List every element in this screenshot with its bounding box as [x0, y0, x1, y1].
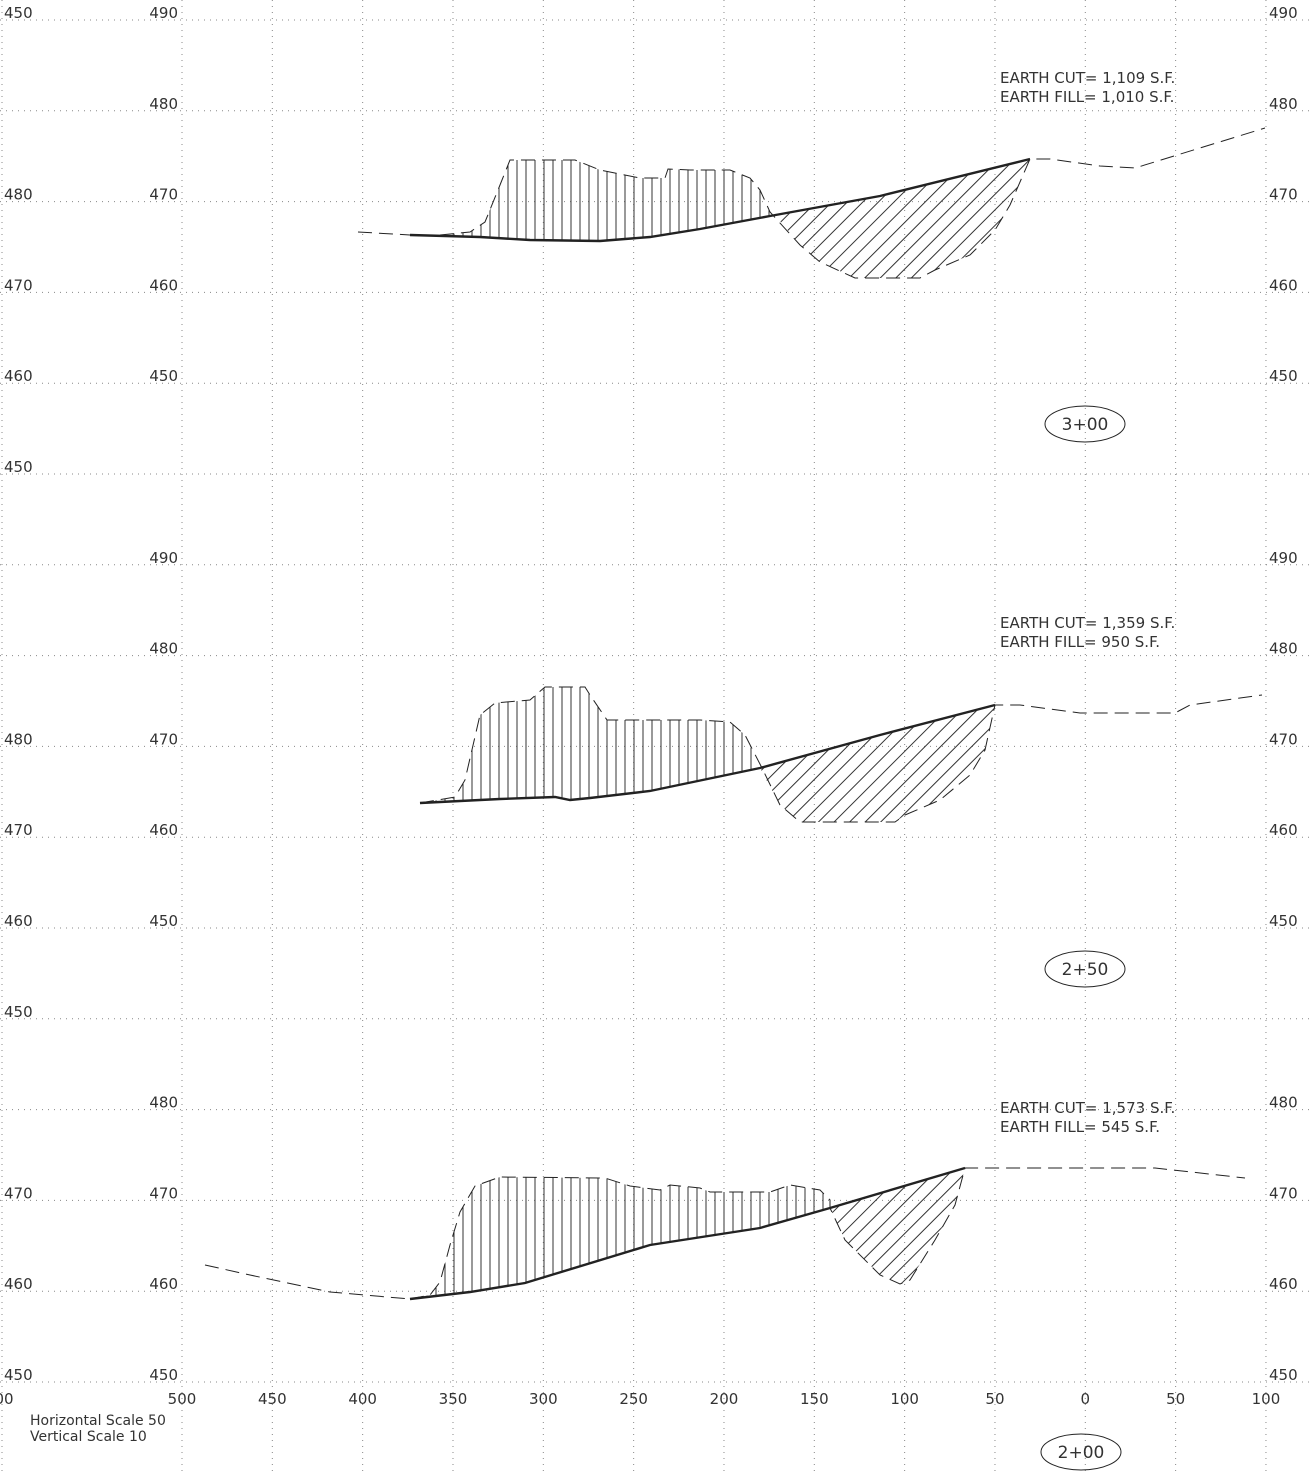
elevation-label: 460	[1269, 821, 1298, 839]
cut-note: EARTH CUT= 1,359 S.F.	[1000, 614, 1175, 632]
elevation-label: 480	[1269, 640, 1298, 658]
elevation-label: 490	[149, 549, 178, 567]
fill-note: EARTH FILL= 1,010 S.F.	[1000, 88, 1174, 106]
elevation-label: 470	[1269, 1184, 1298, 1202]
cut-note: EARTH CUT= 1,573 S.F.	[1000, 1099, 1175, 1117]
elevation-label: 470	[1269, 730, 1298, 748]
station-label: 2+50	[1062, 960, 1109, 980]
section-2-00	[204, 1166, 1246, 1301]
elevation-label: 450	[149, 912, 178, 930]
elevation-label: 450	[1269, 367, 1298, 385]
offset-label: 450	[258, 1390, 287, 1408]
elevation-label: 480	[149, 640, 178, 658]
offset-label: 300	[529, 1390, 558, 1408]
offset-label: 350	[439, 1390, 468, 1408]
offset-label: 00	[0, 1390, 14, 1408]
offset-label: 50	[1166, 1390, 1185, 1408]
offset-label: 500	[168, 1390, 197, 1408]
labels: 450 480 470 460 450 480 470 460 450 470 460 450 490 4…	[0, 4, 1298, 1408]
elevation-label: 470	[149, 730, 178, 748]
elevation-label: 460	[149, 1275, 178, 1293]
offset-label: 400	[348, 1390, 377, 1408]
offset-label: 250	[619, 1390, 648, 1408]
elevation-label: 460	[149, 821, 178, 839]
elevation-label: 480	[149, 1094, 178, 1112]
elevation-label: 470	[149, 186, 178, 204]
offset-label: 200	[710, 1390, 739, 1408]
elevation-label: 480	[4, 730, 33, 748]
elevation-label: 450	[4, 1366, 33, 1384]
elevation-label: 470	[4, 1184, 33, 1202]
fill-note: EARTH FILL= 545 S.F.	[1000, 1118, 1160, 1136]
section-3-00	[357, 127, 1266, 279]
elevation-label: 470	[4, 821, 33, 839]
cut-note: EARTH CUT= 1,109 S.F.	[1000, 69, 1175, 87]
elevation-label: 460	[1269, 276, 1298, 294]
offset-label: 50	[985, 1390, 1004, 1408]
elevation-label: 460	[4, 1275, 33, 1293]
offset-label: 150	[800, 1390, 829, 1408]
station-label: 3+00	[1062, 415, 1109, 435]
offset-label: 100	[890, 1390, 919, 1408]
station-label: 2+00	[1058, 1443, 1105, 1463]
elevation-label: 480	[149, 95, 178, 113]
elevation-label: 460	[4, 912, 33, 930]
elevation-label: 470	[149, 1184, 178, 1202]
elevation-label: 450	[4, 1003, 33, 1021]
elevation-label: 450	[4, 458, 33, 476]
elevation-label: 450	[149, 367, 178, 385]
elevation-label: 490	[1269, 549, 1298, 567]
elevation-label: 460	[4, 367, 33, 385]
elevation-label: 450	[1269, 1366, 1298, 1384]
elevation-label: 450	[4, 4, 33, 22]
scale-note: Horizontal Scale 50	[30, 1413, 166, 1429]
elevation-label: 490	[149, 4, 178, 22]
elevation-label: 480	[1269, 95, 1298, 113]
elevation-label: 480	[1269, 1094, 1298, 1112]
elevation-label: 450	[1269, 912, 1298, 930]
offset-label: 100	[1252, 1390, 1281, 1408]
fill-note: EARTH FILL= 950 S.F.	[1000, 633, 1160, 651]
scale-note: Vertical Scale 10	[30, 1429, 147, 1445]
elevation-label: 460	[1269, 1275, 1298, 1293]
stations: 3+00 2+50 2+00	[1040, 405, 1126, 1471]
elevation-label: 470	[4, 276, 33, 294]
elevation-label: 460	[149, 276, 178, 294]
notes: EARTH CUT= 1,109 S.F. EARTH FILL= 1,010 …	[1000, 69, 1175, 1136]
elevation-label: 470	[1269, 186, 1298, 204]
elevation-label: 490	[1269, 4, 1298, 22]
section-2-50	[419, 686, 1263, 823]
offset-label: 0	[1081, 1390, 1091, 1408]
elevation-label: 450	[149, 1366, 178, 1384]
elevation-label: 480	[4, 186, 33, 204]
